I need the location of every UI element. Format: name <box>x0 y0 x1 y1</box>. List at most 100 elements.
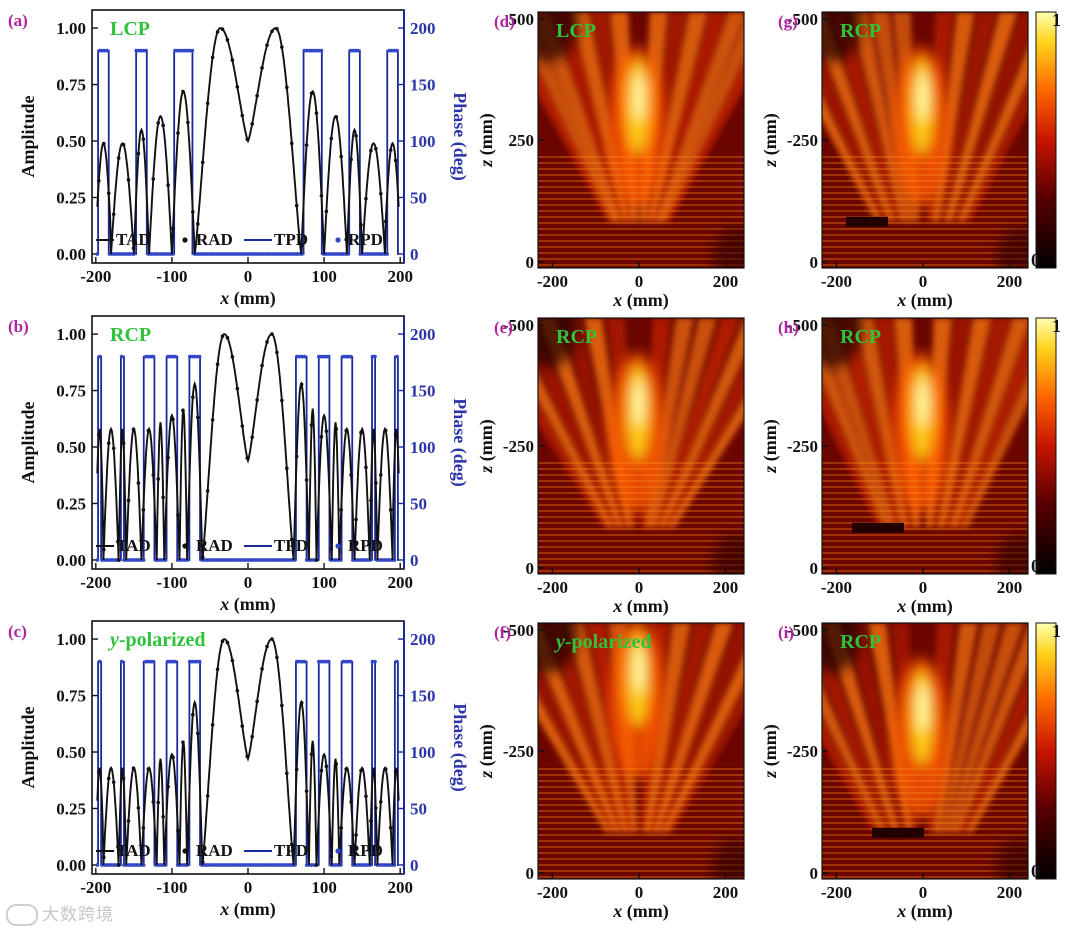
panel-label: (g) <box>778 12 798 31</box>
focus-core <box>633 378 644 427</box>
phase-point-RPD <box>151 354 156 359</box>
amplitude-point-RAD <box>270 332 274 336</box>
colorbar-1: 10 <box>1031 10 1061 270</box>
amplitude-point-RAD <box>393 769 398 774</box>
amplitude-point-RAD <box>161 123 165 128</box>
inset-label-text: RCP <box>840 631 881 653</box>
dark-corner <box>712 839 744 879</box>
fringe-overlay <box>822 458 1028 574</box>
x-axis-label-var: x <box>219 288 229 308</box>
beam <box>538 374 615 528</box>
inset-label: LCP <box>110 18 150 40</box>
amplitude-point-RAD <box>240 424 245 428</box>
panel-label: (f) <box>494 623 511 642</box>
amplitude-point-RAD <box>181 740 185 745</box>
x-axis-label-unit: (mm) <box>906 596 952 617</box>
amplitude-point-RAD <box>136 806 141 810</box>
y-right-tick-label: 50 <box>410 799 427 818</box>
phase-point-RPD <box>197 354 202 359</box>
fringe-overlay <box>822 152 1028 268</box>
z-tick-label: 250 <box>509 131 535 150</box>
x-tick-label: -200 <box>821 272 852 291</box>
amplitude-point-RAD <box>166 784 170 789</box>
legend-swatch-RAD <box>182 848 188 854</box>
amplitude-point-RAD <box>255 398 259 402</box>
legend-swatch-RPD <box>335 848 341 854</box>
y-right-tick-label: 200 <box>410 19 436 38</box>
amplitude-point-RAD <box>344 767 348 771</box>
amplitude-point-RAD <box>383 428 388 433</box>
amplitude-point-RAD <box>225 640 230 645</box>
amplitude-point-RAD <box>146 428 151 433</box>
amplitude-point-RAD <box>369 819 373 823</box>
x-tick-label: 200 <box>713 272 739 291</box>
amplitude-point-RAD <box>210 55 215 60</box>
x-tick-label: 200 <box>713 883 739 902</box>
amplitude-point-RAD <box>378 473 383 477</box>
amplitude-point-RAD <box>289 842 294 847</box>
x-tick-label: 0 <box>919 272 928 291</box>
legend: TAD RAD TPD RPD <box>96 230 383 249</box>
amplitude-point-RAD <box>97 178 101 183</box>
amplitude-point-RAD <box>285 466 289 471</box>
inset-label: RCP <box>110 324 151 346</box>
amplitude-point-RAD <box>314 863 319 867</box>
amplitude-point-RAD <box>106 191 111 195</box>
inset-label: LCP <box>556 20 596 42</box>
amplitude-point-RAD <box>186 837 190 842</box>
amplitude-point-RAD <box>359 223 363 227</box>
line-panel-a: -200 -100 0 100 200 x (mm) 0.00 0.25 0.50 0.75 1.0… <box>8 9 470 309</box>
amplitude-point-RAD <box>275 27 279 31</box>
y-right-tick-label: 0 <box>410 245 419 264</box>
x-tick-label: -200 <box>821 883 852 902</box>
amplitude-point-RAD <box>156 800 161 805</box>
legend-label-TPD: TPD <box>274 841 308 860</box>
amplitude-point-RAD <box>294 767 299 772</box>
amplitude-point-RAD <box>131 766 136 770</box>
z-tick-label: 0 <box>526 253 535 272</box>
dark-corner <box>822 318 862 368</box>
plot-frame <box>91 315 405 570</box>
phase-point-RPD <box>173 659 178 664</box>
legend-swatch-RAD <box>182 237 188 243</box>
x-axis-label: x (mm) <box>612 596 668 617</box>
dark-corner <box>538 12 578 62</box>
y-left-tick-label: 0.50 <box>56 132 86 151</box>
amplitude-point-RAD <box>176 513 180 518</box>
amplitude-point-RAD <box>186 120 190 125</box>
y-left-tick-label: 0.00 <box>56 551 86 570</box>
amplitude-point-RAD <box>141 825 146 830</box>
z-axis-label: z (mm) <box>476 113 497 168</box>
amplitude-point-RAD <box>378 800 383 804</box>
amplitude-point-RAD <box>285 771 289 776</box>
phase-point-RPD <box>151 659 156 664</box>
legend-label-RAD: RAD <box>196 230 233 249</box>
amplitude-point-RAD <box>191 712 195 717</box>
amplitude-point-RAD <box>215 667 220 672</box>
inset-label: RCP <box>556 326 597 348</box>
amplitude-point-RAD <box>265 43 269 47</box>
x-axis-label-var: x <box>896 290 906 310</box>
inset-label-var: y <box>108 629 119 651</box>
z-axis-label-unit: (mm) <box>760 113 781 159</box>
colorbar-2: 10 <box>1031 316 1061 576</box>
phase-point-RPD <box>119 659 124 664</box>
obstacle-bar <box>852 522 904 533</box>
y-right-axis-label: Phase (deg) <box>449 92 470 181</box>
amplitude-point-RAD <box>141 508 146 512</box>
x-tick-label: -100 <box>156 878 187 897</box>
amplitude-point-RAD <box>121 142 126 147</box>
fringe-overlay <box>822 763 1028 879</box>
amplitude-point-RAD <box>126 819 131 823</box>
amplitude-point-RAD <box>299 382 304 387</box>
amplitude-point-RAD <box>191 210 195 214</box>
phase-point-RPD <box>119 354 124 359</box>
legend-label-RPD: RPD <box>348 230 383 249</box>
y-left-tick-label: 0.75 <box>56 382 86 401</box>
y-right-tick-label: 150 <box>410 687 436 706</box>
beam <box>663 61 744 222</box>
amplitude-point-RAD <box>334 762 339 766</box>
beam <box>658 320 744 528</box>
